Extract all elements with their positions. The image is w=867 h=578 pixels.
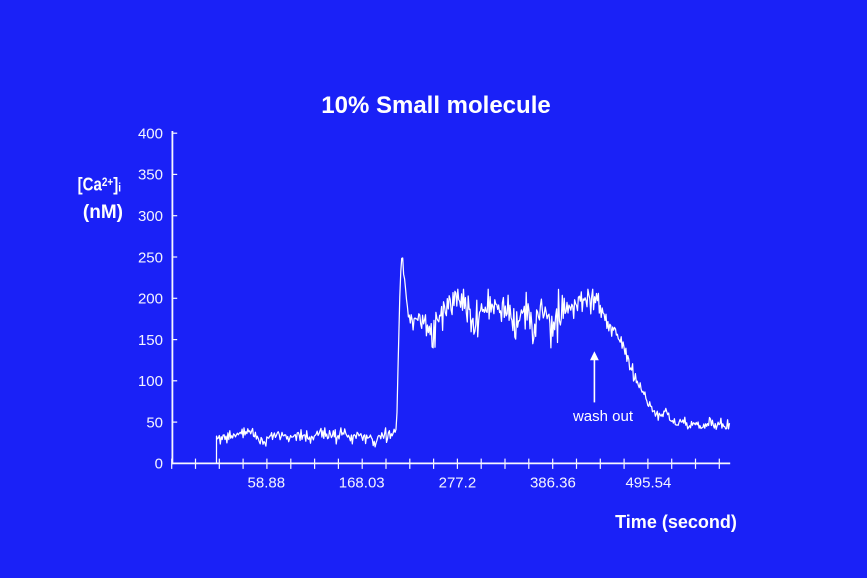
svg-text:277.2: 277.2 xyxy=(439,475,477,492)
svg-text:386.36: 386.36 xyxy=(530,475,576,492)
svg-text:400: 400 xyxy=(138,126,163,143)
svg-text:0: 0 xyxy=(155,456,163,473)
svg-text:168.03: 168.03 xyxy=(339,475,385,492)
svg-text:150: 150 xyxy=(138,332,163,349)
svg-text:100: 100 xyxy=(138,373,163,390)
svg-text:300: 300 xyxy=(138,208,163,225)
svg-text:200: 200 xyxy=(138,291,163,308)
svg-text:250: 250 xyxy=(138,249,163,266)
svg-text:50: 50 xyxy=(146,414,163,431)
svg-text:495.54: 495.54 xyxy=(625,475,671,492)
svg-text:350: 350 xyxy=(138,167,163,184)
svg-text:58.88: 58.88 xyxy=(248,475,286,492)
